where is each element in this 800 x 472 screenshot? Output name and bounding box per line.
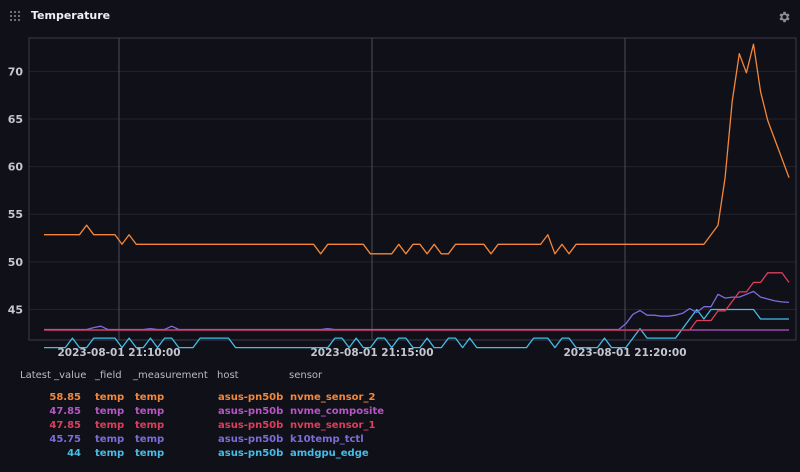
legend-header-value: Latest _value: [20, 370, 87, 381]
y-tick-label: 45: [8, 304, 23, 317]
legend-header-host: host: [217, 370, 239, 381]
x-tick-label: 2023-08-01 21:10:00: [57, 347, 180, 359]
series-line-k10temp_tctl: [44, 290, 790, 331]
legend-row[interactable]: 45.75 temp temp asus-pn50b k10temp_tctl: [0, 434, 800, 448]
legend-host: asus-pn50b: [218, 392, 284, 403]
legend-host: asus-pn50b: [218, 420, 284, 431]
series-line-nvme_sensor_2: [44, 43, 790, 255]
y-tick-label: 55: [8, 208, 23, 221]
legend-measurement: temp: [135, 392, 165, 403]
y-tick-label: 50: [8, 256, 24, 269]
legend-field: temp: [95, 434, 125, 445]
legend-sensor: nvme_sensor_1: [290, 420, 376, 431]
legend-host: asus-pn50b: [218, 406, 284, 417]
legend-header-sensor: sensor: [289, 370, 323, 381]
legend-header-measurement: _measurement: [133, 370, 208, 381]
legend-latest-value: 45.75: [49, 434, 81, 445]
legend-latest-value: 47.85: [49, 420, 81, 431]
y-tick-label: 65: [8, 113, 23, 126]
series-line-nvme_sensor_1: [44, 272, 790, 331]
legend-latest-value: 47.85: [49, 406, 81, 417]
legend-row[interactable]: 58.85 temp temp asus-pn50b nvme_sensor_2: [0, 392, 800, 406]
legend-row[interactable]: 44 temp temp asus-pn50b amdgpu_edge: [0, 448, 800, 462]
legend-field: temp: [95, 420, 125, 431]
gear-icon[interactable]: [777, 10, 791, 24]
legend-measurement: temp: [135, 406, 165, 417]
drag-handle-icon[interactable]: [10, 11, 22, 23]
legend-latest-value: 44: [67, 448, 81, 459]
panel-title: Temperature: [31, 9, 111, 22]
x-tick-label: 2023-08-01 21:15:00: [310, 347, 433, 359]
x-tick-label: 2023-08-01 21:20:00: [563, 347, 686, 359]
legend-host: asus-pn50b: [218, 434, 284, 445]
y-tick-label: 60: [8, 161, 24, 174]
series-line-amdgpu_edge: [44, 308, 789, 349]
legend-sensor: nvme_sensor_2: [290, 392, 376, 403]
legend-measurement: temp: [135, 420, 165, 431]
temperature-line-chart[interactable]: 45 50 55 60 65 70 2023-08-01 21:10:00 2023-08-0…: [0, 0, 800, 365]
legend-header-field: _field: [95, 370, 122, 381]
legend-measurement: temp: [135, 448, 165, 459]
plot-area-frame: [28, 37, 797, 341]
legend-sensor: k10temp_tctl: [290, 434, 364, 445]
legend-sensor: nvme_composite: [290, 406, 385, 417]
legend-row[interactable]: 47.85 temp temp asus-pn50b nvme_sensor_1: [0, 420, 800, 434]
legend-host: asus-pn50b: [218, 448, 284, 459]
legend-sensor: amdgpu_edge: [290, 448, 369, 459]
panel-header: Temperature: [0, 0, 800, 34]
y-tick-label: 70: [8, 65, 24, 78]
legend-field: temp: [95, 406, 125, 417]
legend-latest-value: 58.85: [49, 392, 81, 403]
legend-field: temp: [95, 392, 125, 403]
legend-measurement: temp: [135, 434, 165, 445]
legend-row[interactable]: 47.85 temp temp asus-pn50b nvme_composit…: [0, 406, 800, 420]
legend-field: temp: [95, 448, 125, 459]
